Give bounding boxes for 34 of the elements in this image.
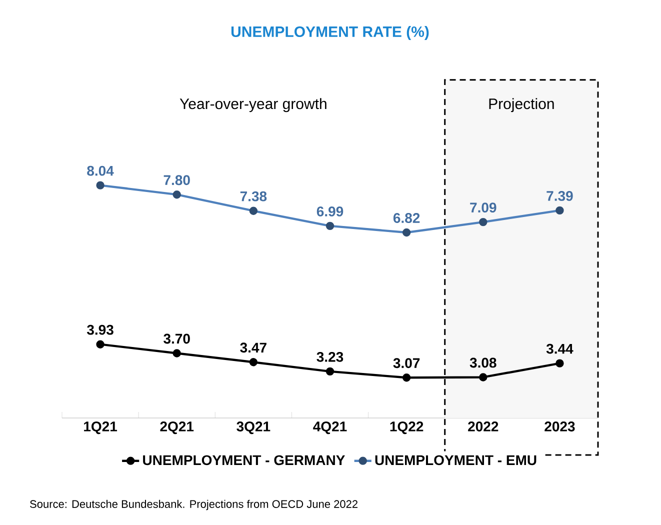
data-label: 7.80	[164, 175, 190, 186]
data-label: 6.99	[316, 206, 344, 216]
data-label: 6.82	[393, 213, 420, 223]
point	[249, 358, 258, 366]
x-tick-label: 1Q22	[390, 422, 424, 434]
chart-title: UNEMPLOYMENT RATE (%)	[231, 26, 429, 40]
data-label: 7.38	[240, 191, 267, 202]
point	[172, 349, 181, 358]
x-tick-label: 1Q21	[84, 422, 118, 434]
point	[556, 359, 564, 368]
point	[402, 374, 411, 382]
data-label: 3.07	[393, 358, 420, 368]
x-tick-label: 2023	[544, 422, 575, 432]
data-label: 7.09	[470, 202, 496, 213]
x-tick-label: 3Q21	[236, 422, 270, 434]
data-label: 3.70	[164, 334, 190, 344]
data-label: 7.39	[546, 190, 573, 201]
data-label: 3.08	[470, 358, 496, 368]
legend-label: UNEMPLOYMENT - EMU	[375, 455, 536, 466]
source-note: Source: Deutsche Bundesbank. Projections from OECD June 2022	[30, 500, 358, 510]
x-tick-label: 2Q21	[160, 422, 194, 434]
legend-label: UNEMPLOYMENT - GERMANY	[143, 455, 345, 466]
data-label: 3.47	[240, 342, 266, 353]
point	[479, 373, 488, 382]
text: Year-over-year growth	[180, 98, 326, 112]
data-label: 8.04	[87, 166, 114, 176]
data-label: 3.93	[86, 324, 114, 335]
point	[326, 367, 334, 376]
point	[96, 340, 104, 348]
band-label: Projection	[489, 98, 554, 112]
x-tick-label: 4Q21	[313, 422, 347, 434]
data-label: 3.44	[546, 344, 574, 354]
x-tick-label: 2022	[468, 422, 498, 432]
data-label: 3.23	[316, 352, 344, 362]
